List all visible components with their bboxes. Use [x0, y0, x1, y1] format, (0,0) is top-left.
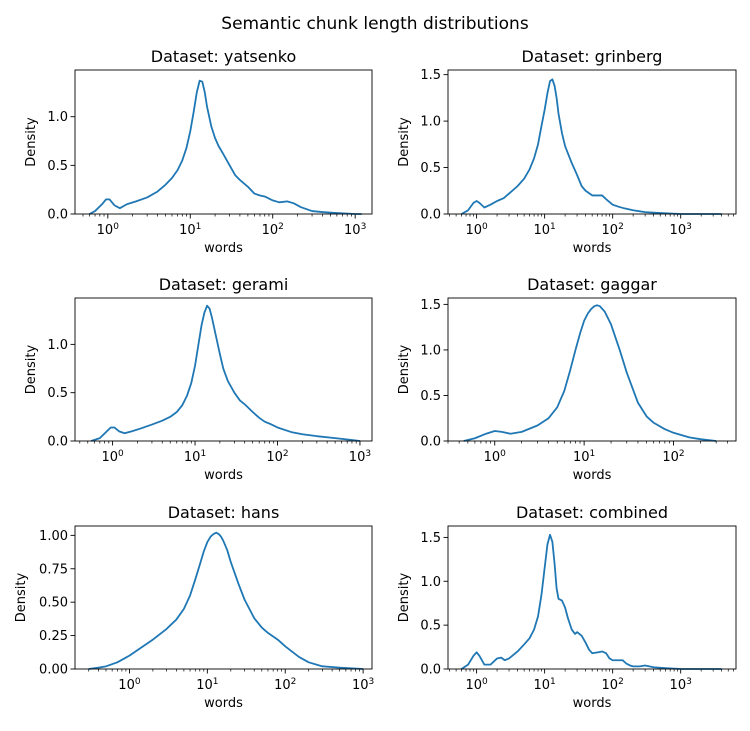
- chart-panel-6: 100 101 102 103 0.0 0.5 1.0 1.5 Dataset: combine…: [397, 503, 737, 711]
- chart-panel-5: 100 101 102 103 0.00 0.25 0.50 0.75 1.00 Dataset:…: [14, 503, 374, 711]
- x-tick-label: 103: [349, 449, 371, 465]
- chart-panel-2: 100 101 102 103 0.0 0.5 1.0 1.5 Dataset: grinber…: [397, 47, 737, 256]
- x-tick-label: 103: [670, 222, 692, 238]
- y-tick-label: 0.0: [420, 435, 441, 450]
- x-axis-label: words: [573, 696, 612, 711]
- y-tick-label: 1.5: [420, 531, 441, 546]
- y-tick-label: 1.0: [47, 338, 68, 353]
- y-tick-label: 0.75: [39, 562, 68, 577]
- density-line: [461, 533, 722, 670]
- y-tick-label: 1.0: [420, 115, 441, 130]
- x-tick-label: 102: [274, 677, 296, 693]
- y-tick-label: 0.25: [39, 629, 68, 644]
- x-tick-label: 101: [533, 677, 555, 693]
- y-axis-label: Density: [397, 572, 412, 622]
- x-tick-label: 100: [118, 677, 141, 693]
- y-tick-label: 0.0: [47, 435, 68, 450]
- x-tick-label: 101: [573, 449, 595, 465]
- y-tick-label: 0.5: [420, 389, 441, 404]
- y-tick-label: 1.00: [39, 529, 68, 544]
- density-line: [90, 304, 361, 442]
- y-axis-label: Density: [397, 344, 412, 394]
- chart-panel-3: 100 101 102 103 0.0 0.5 1.0 Dataset: gerami word…: [24, 275, 373, 483]
- x-tick-label: 101: [196, 677, 218, 693]
- y-axis-label: Density: [397, 117, 412, 167]
- x-tick-label: 100: [97, 222, 120, 238]
- axes-frame: [74, 69, 373, 215]
- chart-panel-1: 100 101 102 103 0.0 0.5 1.0 Dataset: yatsenko wo…: [24, 47, 373, 256]
- x-tick-label: 102: [266, 449, 288, 465]
- x-tick-label: 103: [352, 677, 374, 693]
- y-tick-label: 0.50: [39, 596, 68, 611]
- density-line: [88, 531, 364, 670]
- y-tick-label: 0.0: [420, 663, 441, 678]
- axes-frame: [74, 297, 373, 442]
- y-tick-label: 0.5: [47, 159, 68, 174]
- y-tick-label: 0.5: [420, 619, 441, 634]
- axes-frame: [447, 525, 737, 670]
- x-axis-label: words: [204, 241, 243, 256]
- y-tick-label: 1.5: [420, 68, 441, 83]
- y-tick-label: 1.5: [420, 298, 441, 313]
- axes-frame: [447, 69, 737, 215]
- y-tick-label: 0.00: [39, 663, 68, 678]
- figure-suptitle: Semantic chunk length distributions: [221, 14, 529, 34]
- y-tick-label: 1.0: [420, 343, 441, 358]
- x-tick-label: 102: [662, 449, 684, 465]
- panel-title: Dataset: yatsenko: [151, 47, 296, 66]
- panel-title: Dataset: grinberg: [522, 47, 663, 66]
- y-tick-label: 0.0: [420, 208, 441, 223]
- x-tick-label: 102: [262, 222, 284, 238]
- y-tick-label: 1.0: [47, 110, 68, 125]
- x-tick-label: 102: [602, 222, 624, 238]
- y-axis-label: Density: [24, 344, 39, 394]
- x-tick-label: 101: [179, 222, 201, 238]
- density-line: [463, 304, 717, 442]
- y-tick-label: 0.0: [47, 208, 68, 223]
- y-axis-label: Density: [24, 117, 39, 167]
- y-axis-label: Density: [14, 572, 29, 622]
- x-tick-label: 100: [101, 449, 124, 465]
- x-axis-label: words: [573, 241, 612, 256]
- axes-frame: [74, 525, 373, 670]
- x-axis-label: words: [204, 468, 243, 483]
- axes-frame: [447, 297, 737, 442]
- x-axis-label: words: [204, 696, 243, 711]
- panel-title: Dataset: hans: [168, 503, 280, 522]
- density-line: [461, 78, 722, 215]
- x-tick-label: 103: [670, 677, 692, 693]
- x-tick-label: 101: [533, 222, 555, 238]
- x-tick-label: 102: [602, 677, 624, 693]
- y-tick-label: 0.5: [420, 161, 441, 176]
- x-tick-label: 100: [465, 222, 488, 238]
- chart-panel-4: 100 101 102 0.0 0.5 1.0 1.5 Dataset: gaggar word…: [397, 275, 737, 483]
- y-tick-label: 1.0: [420, 575, 441, 590]
- x-tick-label: 103: [344, 222, 366, 238]
- panel-title: Dataset: combined: [516, 503, 668, 522]
- y-tick-label: 0.5: [47, 386, 68, 401]
- x-tick-label: 100: [484, 449, 507, 465]
- panel-title: Dataset: gaggar: [527, 275, 657, 294]
- density-line: [89, 79, 362, 215]
- x-axis-label: words: [573, 468, 612, 483]
- x-tick-label: 100: [465, 677, 488, 693]
- panel-title: Dataset: gerami: [159, 275, 289, 294]
- x-tick-label: 101: [184, 449, 206, 465]
